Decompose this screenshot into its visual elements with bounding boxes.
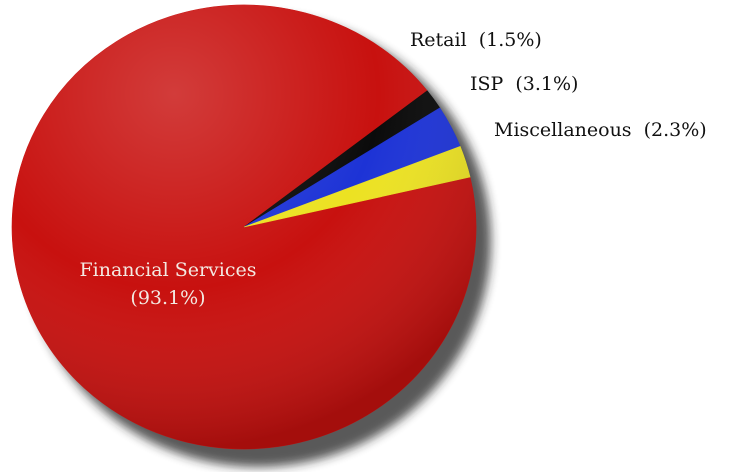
slice-label-financial-services: Financial Services [79, 259, 256, 281]
slice-label-isp: ISP (3.1%) [470, 73, 578, 95]
label-miscellaneous: Miscellaneous (2.3%) [494, 119, 707, 141]
label-isp: ISP (3.1%) [470, 73, 578, 95]
pie-gloss [12, 5, 476, 449]
slice-value-miscellaneous: (2.3%) [644, 119, 707, 141]
label-financial-services: Financial Services (93.1%) [79, 259, 256, 309]
slice-name-miscellaneous: Miscellaneous [494, 119, 632, 141]
slice-name-retail: Retail [410, 29, 467, 51]
slice-value-financial-services: (93.1%) [130, 287, 205, 309]
slice-name-isp: ISP [470, 73, 504, 95]
slice-value-retail: (1.5%) [479, 29, 542, 51]
slice-label-miscellaneous: Miscellaneous (2.3%) [494, 119, 707, 141]
label-retail: Retail (1.5%) [410, 29, 542, 51]
slice-label-retail: Retail (1.5%) [410, 29, 542, 51]
slice-value-isp: (3.1%) [515, 73, 578, 95]
